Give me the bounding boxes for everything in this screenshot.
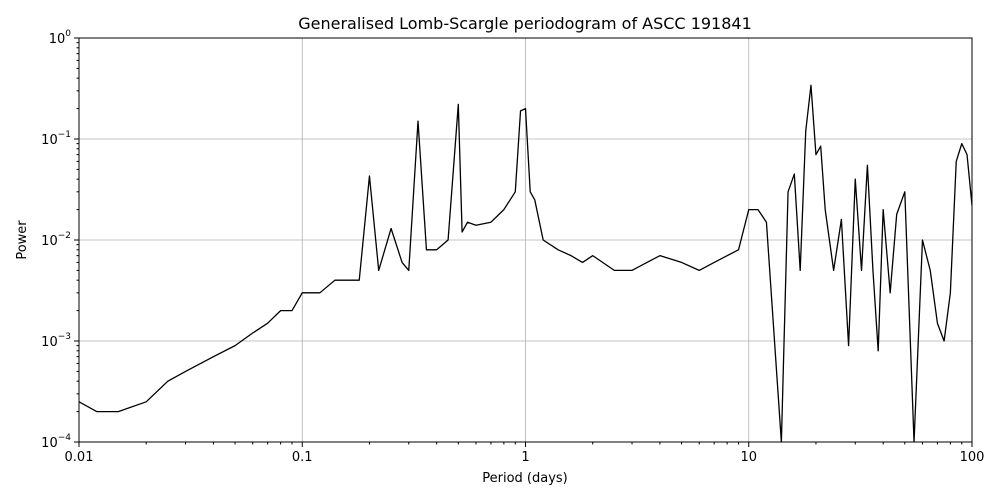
x-axis-label: Period (days) bbox=[482, 471, 568, 486]
x-tick-label: 0.01 bbox=[65, 450, 94, 465]
y-axis: 10−4 10−3 10−2 10−1 100 bbox=[41, 29, 79, 451]
y-tick-label: 10−1 bbox=[41, 130, 71, 148]
plot-area bbox=[79, 84, 972, 442]
x-tick-label: 10 bbox=[740, 450, 757, 465]
chart-title: Generalised Lomb-Scargle periodogram of … bbox=[298, 14, 752, 33]
x-tick-label: 0.1 bbox=[292, 450, 313, 465]
y-axis-label: Power bbox=[15, 220, 30, 260]
y-tick-label: 100 bbox=[49, 29, 72, 47]
y-tick-label: 10−2 bbox=[41, 231, 71, 249]
x-tick-label: 100 bbox=[960, 450, 985, 465]
x-tick-label: 1 bbox=[521, 450, 529, 465]
power-series-line bbox=[79, 84, 972, 442]
y-tick-label: 10−4 bbox=[41, 433, 71, 451]
x-axis: 0.01 0.1 1 10 100 bbox=[65, 442, 985, 465]
y-tick-label: 10−3 bbox=[41, 332, 71, 350]
